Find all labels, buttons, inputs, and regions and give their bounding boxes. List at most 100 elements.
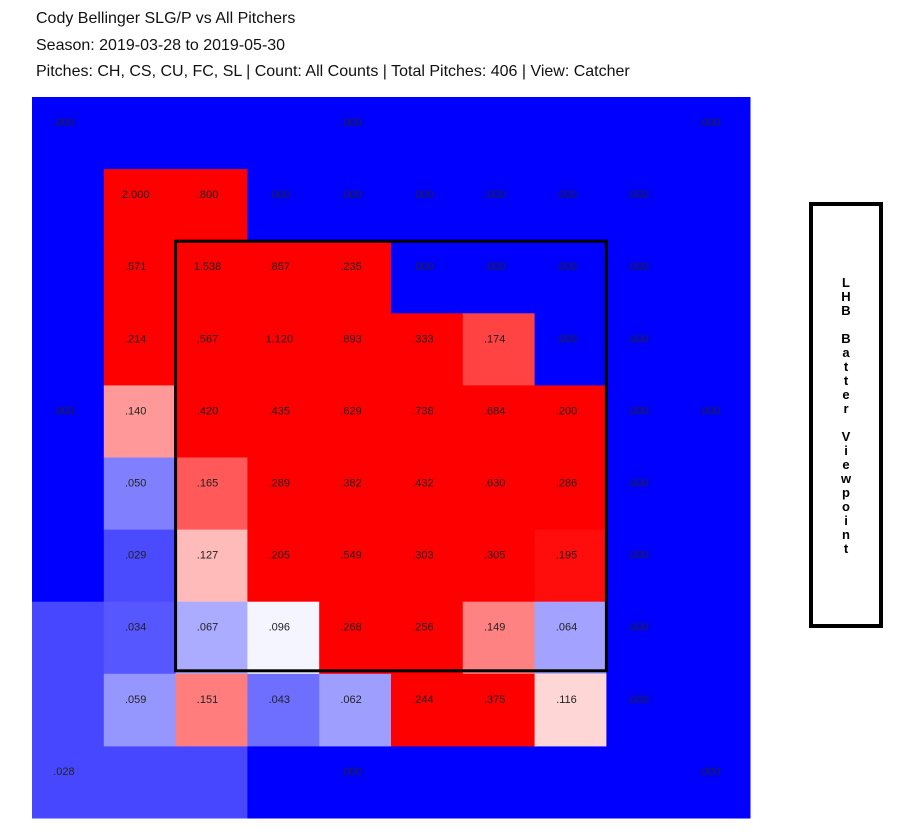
heat-cell [534,241,607,314]
cell-label: .000 [412,189,433,201]
cell-label: .549 [340,550,361,562]
cell-label: .174 [484,333,505,345]
heat-cell [391,673,464,747]
cell-label: .195 [556,550,577,562]
heat-cell [247,601,320,675]
cell-label: .062 [340,694,361,706]
heat-cell [319,529,392,603]
heat-cell [534,673,607,747]
heat-cell [247,169,320,242]
heat-cell [678,529,751,603]
cell-label: .029 [125,550,146,562]
heat-cell [103,97,177,170]
cell-label: .000 [556,189,577,201]
cell-label: .116 [556,694,577,706]
cell-label: .000 [556,333,577,345]
cell-label: .235 [340,261,361,273]
heat-cell [534,745,607,819]
cell-label: .000 [628,622,649,634]
heat-cell [606,313,679,386]
cell-label: .165 [197,477,218,489]
cell-label: .629 [340,405,361,417]
heat-cell [391,241,464,314]
heat-cell [103,673,177,747]
cell-label: .064 [556,622,577,634]
heat-cell [534,97,607,170]
cell-label: .059 [125,694,146,706]
heat-cell [32,745,105,819]
heat-cell [606,745,679,819]
cell-label: .000 [699,405,720,417]
heat-cell [319,385,392,458]
cell-label: .000 [628,477,649,489]
cell-label: .800 [197,189,218,201]
heat-cell [534,169,607,242]
heat-cell [391,457,464,531]
heat-cell [606,241,679,314]
heat-cell [319,169,392,242]
cell-label: .333 [412,333,433,345]
heat-cell [247,385,320,458]
heat-cell [32,529,105,603]
cell-label: .382 [340,477,361,489]
heat-cell [391,745,464,819]
heat-cell [391,97,464,170]
cell-label: .000 [340,117,361,129]
heat-cell [175,457,248,531]
heat-cell [319,97,392,170]
cell-label: .289 [269,477,290,489]
heat-cell [175,745,248,819]
cell-label: .000 [412,261,433,273]
cell-label: .435 [269,405,290,417]
cell-label: .140 [125,405,146,417]
cell-label: .375 [484,694,505,706]
heat-cell [678,745,751,819]
side-label: LHB Batter Viewpoint [838,275,854,555]
heat-cell [606,385,679,458]
cell-label: .571 [125,261,146,273]
cell-label: .050 [125,477,146,489]
heat-cell [678,169,751,242]
heat-cell [534,385,607,458]
heat-cell [462,529,536,603]
heat-cell [247,529,320,603]
cell-label: .000 [269,189,290,201]
heat-cell [32,97,105,170]
heat-cell [247,673,320,747]
cell-label: .000 [628,405,649,417]
heat-cell [32,169,105,242]
heat-cell [462,241,536,314]
cell-label: .043 [269,694,290,706]
heat-cell [678,601,751,675]
heat-cell [391,529,464,603]
heat-cell [678,313,751,386]
heat-cell [534,313,607,386]
heat-cell [606,601,679,675]
heat-cell [462,169,536,242]
heat-cell [606,169,679,242]
heat-cell [103,385,177,458]
heat-cell [32,241,105,314]
heat-cell [175,601,248,675]
cell-label: .630 [484,477,505,489]
cell-label: .096 [269,622,290,634]
heat-cell [32,313,105,386]
heat-cell [462,385,536,458]
cell-label: .028 [53,766,74,778]
heat-cell [462,601,536,675]
cell-label: .200 [556,405,577,417]
cell-label: .256 [412,622,433,634]
cell-label: .000 [53,117,74,129]
cell-label: .738 [412,405,433,417]
heat-cell [247,457,320,531]
heat-cell [319,673,392,747]
chart-subtitle: Season: 2019-03-28 to 2019-05-30 [36,37,286,54]
heat-cell [391,169,464,242]
heat-cell [103,457,177,531]
heat-cell [462,97,536,170]
heat-cell [32,385,105,458]
cell-label: .151 [197,694,218,706]
heat-cell [247,241,320,314]
cell-label: .000 [628,694,649,706]
heat-cell [247,97,320,170]
